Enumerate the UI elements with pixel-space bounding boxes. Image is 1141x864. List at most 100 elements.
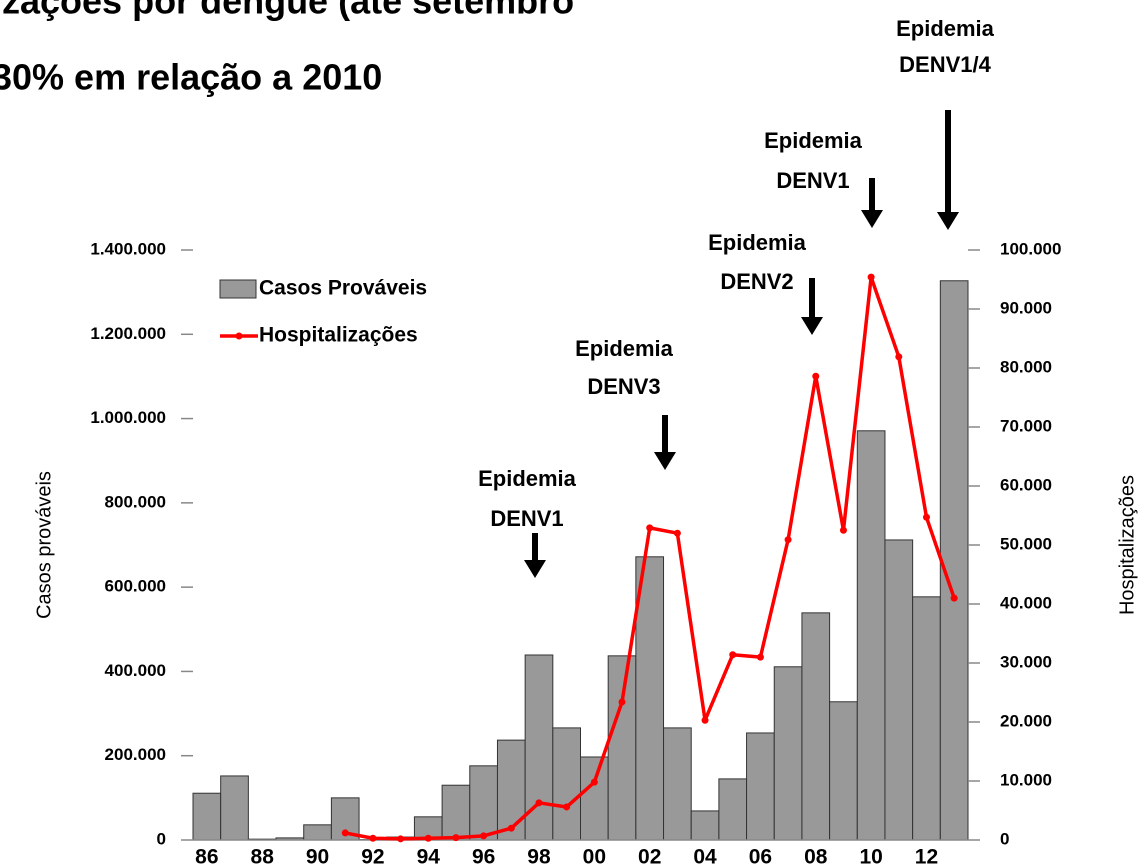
annotation-arrowhead <box>654 452 676 470</box>
y-tick-label: 1.200.000 <box>90 324 166 343</box>
x-tick-label: 12 <box>915 846 938 864</box>
bar <box>746 732 775 841</box>
y-tick-label: 0 <box>157 829 166 848</box>
line-point <box>480 832 488 840</box>
x-tick-label: 06 <box>749 846 772 864</box>
y-tick-label: 1.400.000 <box>90 239 166 258</box>
annotation: DENV3 <box>587 374 660 399</box>
annotation: Epidemia <box>575 336 674 361</box>
line-point <box>646 524 654 532</box>
line-point <box>895 353 903 361</box>
y2-tick-label: 90.000 <box>1000 298 1052 317</box>
x-tick-label: 86 <box>195 846 218 864</box>
y-tick-label: 800.000 <box>105 492 166 511</box>
line-point <box>507 824 515 832</box>
line-point <box>424 834 432 842</box>
y2-tick-label: 10.000 <box>1000 770 1052 789</box>
y-tick-label: 200.000 <box>105 745 166 764</box>
x-tick-label: 02 <box>638 846 661 864</box>
bar <box>607 655 637 841</box>
line-point <box>673 529 681 537</box>
chart-subtitle: 30% em relação a 2010 <box>0 57 382 98</box>
bar <box>912 596 941 841</box>
annotation: DENV1 <box>776 168 849 193</box>
bar <box>303 824 332 841</box>
y2-tick-label: 70.000 <box>1000 416 1052 435</box>
x-tick-label: 04 <box>693 846 717 864</box>
bar <box>829 701 858 841</box>
legend-label: Casos Prováveis <box>259 277 427 300</box>
line-point <box>590 778 598 786</box>
bar <box>718 778 748 841</box>
x-tick-label: 92 <box>361 846 384 864</box>
bar <box>773 666 803 841</box>
x-tick-label: 96 <box>472 846 495 864</box>
line-point <box>812 372 820 380</box>
x-tick-label: 98 <box>527 846 551 864</box>
bar <box>192 792 222 841</box>
annotation: DENV1 <box>490 506 563 531</box>
y2-tick-label: 60.000 <box>1000 475 1052 494</box>
line-point <box>563 803 571 811</box>
y-axis-label: Casos prováveis <box>33 471 55 619</box>
bar <box>663 727 692 841</box>
line-point <box>369 834 377 842</box>
line-point <box>922 513 930 521</box>
y2-tick-label: 0 <box>1000 829 1009 848</box>
line-point <box>756 653 764 661</box>
chart-title: izações por dengue (até setembro <box>0 0 574 22</box>
line-point <box>701 716 709 724</box>
line-point <box>950 594 958 602</box>
x-tick-label: 94 <box>417 846 441 864</box>
y2-tick-label: 100.000 <box>1000 239 1061 258</box>
annotation: Epidemia <box>478 466 577 491</box>
bar <box>884 539 914 841</box>
bar <box>635 556 665 841</box>
bar <box>580 756 609 841</box>
y-tick-label: 1.000.000 <box>90 408 166 427</box>
bar <box>469 765 498 841</box>
y2-tick-label: 30.000 <box>1000 652 1052 671</box>
x-tick-label: 08 <box>804 846 828 864</box>
annotation: Epidemia <box>708 230 807 255</box>
y2-tick-label: 40.000 <box>1000 593 1052 612</box>
legend-swatch <box>219 279 257 299</box>
line-point <box>729 651 737 659</box>
y-tick-label: 400.000 <box>105 661 166 680</box>
bar <box>939 280 969 841</box>
x-tick-label: 00 <box>583 846 606 864</box>
x-tick-label: 10 <box>859 846 882 864</box>
annotation: DENV1/4 <box>899 52 991 77</box>
annotation-arrowhead <box>937 212 959 230</box>
annotation: DENV2 <box>720 269 793 294</box>
bar <box>856 430 886 841</box>
line-point <box>839 526 847 534</box>
bar <box>801 612 831 841</box>
line-point <box>784 536 792 544</box>
x-tick-label: 88 <box>251 846 275 864</box>
y2-tick-label: 50.000 <box>1000 534 1052 553</box>
bar <box>552 727 581 841</box>
annotation: Epidemia <box>764 128 863 153</box>
x-tick-label: 90 <box>306 846 329 864</box>
line-point <box>452 834 460 842</box>
bar <box>690 810 720 841</box>
annotation-arrowhead <box>861 210 883 228</box>
line-point <box>397 835 405 843</box>
annotation-arrowhead <box>801 317 823 335</box>
line-point <box>535 799 543 807</box>
bar <box>220 775 249 841</box>
y2-axis-label: Hospitalizações <box>1116 475 1138 615</box>
line-point <box>618 698 626 706</box>
annotation: Epidemia <box>896 16 995 41</box>
line-point <box>341 829 349 837</box>
y2-tick-label: 20.000 <box>1000 711 1052 730</box>
y-tick-label: 600.000 <box>105 577 166 596</box>
legend-label: Hospitalizações <box>259 324 418 347</box>
bar <box>441 784 471 841</box>
line-point <box>867 273 875 281</box>
y2-tick-label: 80.000 <box>1000 357 1052 376</box>
legend-swatch <box>235 332 243 340</box>
annotation-arrowhead <box>524 560 546 578</box>
